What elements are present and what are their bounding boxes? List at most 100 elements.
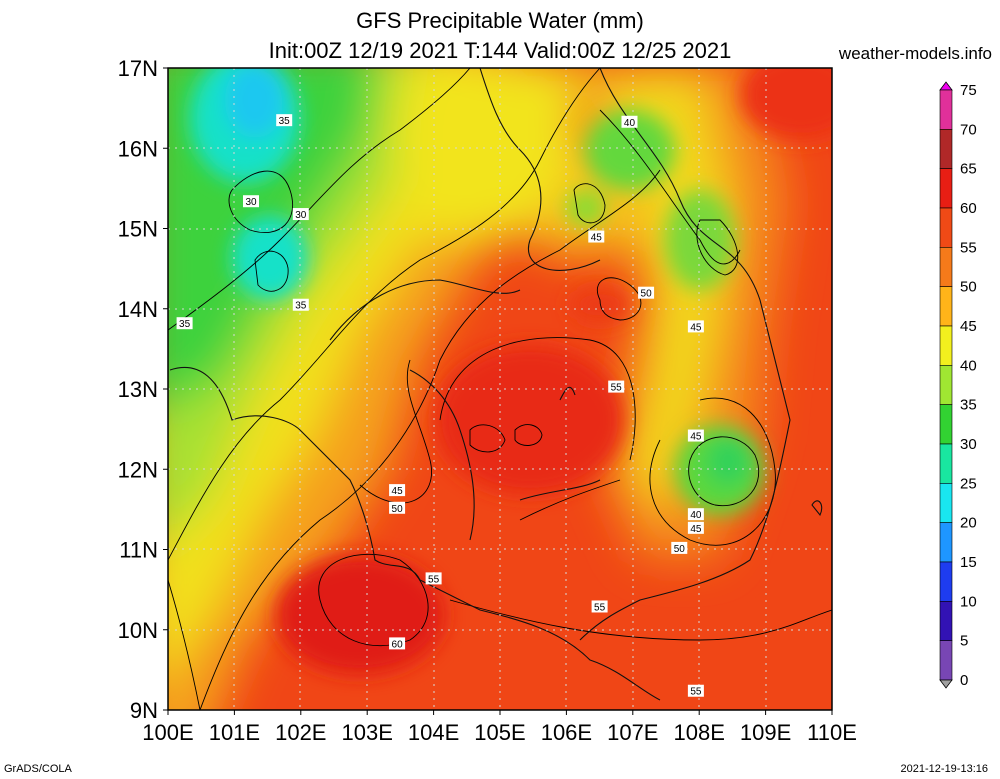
colorbar-swatch: [939, 443, 953, 484]
colorbar-label: 30: [960, 436, 977, 453]
svg-text:45: 45: [690, 432, 702, 443]
y-axis-ticks: 17N 16N 15N 14N 13N 12N 11N 10N 9N: [118, 56, 168, 723]
svg-text:45: 45: [591, 233, 603, 244]
svg-text:55: 55: [594, 602, 606, 613]
colorbar-label: 60: [960, 200, 977, 217]
contour-label: 50: [638, 286, 655, 300]
contour-label: 40: [687, 508, 704, 521]
svg-text:60: 60: [392, 639, 404, 650]
contour-label: 55: [425, 572, 442, 585]
x-tick-label: 110E: [807, 720, 857, 745]
chart-subtitle: Init:00Z 12/19 2021 T:144 Valid:00Z 12/2…: [268, 38, 732, 63]
x-tick-label: 101E: [209, 720, 260, 745]
x-tick-label: 103E: [342, 720, 393, 745]
svg-text:45: 45: [690, 322, 702, 333]
colorbar-label: 0: [960, 672, 968, 689]
y-tick-label: 9N: [130, 698, 158, 723]
svg-text:50: 50: [641, 289, 653, 300]
contour-label: 45: [389, 484, 406, 497]
svg-text:55: 55: [428, 574, 440, 585]
y-tick-label: 14N: [118, 297, 158, 322]
colorbar-label: 35: [960, 397, 977, 414]
svg-text:40: 40: [624, 118, 636, 129]
colorbar-swatch: [939, 89, 953, 130]
colorbar-label: 25: [960, 475, 977, 492]
colorbar-label: 10: [960, 593, 977, 610]
colorbar-swatch: [939, 286, 953, 327]
colorbar-swatch: [939, 522, 953, 563]
contour-labels: 35 40 30 30 45 50 35 35 45 55 45 45 50 40 45 50 55 55 60 55: [176, 114, 704, 698]
colorbar-swatch: [939, 168, 953, 209]
colorbar-swatch: [939, 129, 953, 169]
contour-label: 45: [687, 429, 704, 443]
colorbar-label: 65: [960, 161, 977, 178]
colorbar-swatch: [939, 325, 953, 366]
svg-text:40: 40: [690, 510, 702, 521]
x-tick-label: 100E: [142, 720, 193, 745]
colorbar-max-arrow: [939, 81, 953, 91]
colorbar-label: 20: [960, 515, 977, 532]
x-tick-label: 104E: [408, 720, 459, 745]
colorbar-swatch: [939, 601, 953, 641]
source-brand: weather-models.info: [838, 44, 992, 63]
contour-label: 45: [687, 521, 704, 535]
x-tick-label: 107E: [607, 720, 658, 745]
footer-software: GrADS/COLA: [4, 763, 72, 775]
svg-text:55: 55: [611, 383, 623, 394]
colorbar-label: 50: [960, 279, 977, 296]
chart-title: GFS Precipitable Water (mm): [356, 8, 644, 33]
contour-label: 30: [292, 208, 309, 221]
svg-text:35: 35: [279, 116, 291, 127]
contour-label: 55: [687, 684, 704, 698]
y-tick-label: 12N: [118, 457, 158, 482]
coastlines: [169, 68, 823, 701]
contour-label: 35: [176, 317, 193, 330]
y-tick-label: 13N: [118, 377, 158, 402]
gridlines: [168, 68, 832, 710]
svg-text:45: 45: [690, 524, 702, 535]
svg-text:50: 50: [674, 544, 686, 555]
contour-label: 60: [389, 637, 406, 650]
y-tick-label: 17N: [118, 56, 158, 81]
svg-text:35: 35: [295, 301, 307, 312]
contour-label: 30: [243, 195, 259, 208]
x-axis-ticks: 100E 101E 102E 103E 104E 105E 106E 107E 108E 109E…: [142, 710, 857, 745]
y-tick-label: 11N: [119, 538, 158, 563]
x-tick-label: 109E: [740, 720, 791, 745]
footer-timestamp: 2021-12-19-13:16: [900, 763, 988, 775]
contour-label: 55: [591, 600, 608, 613]
x-tick-label: 102E: [275, 720, 326, 745]
colorbar-label: 55: [960, 239, 977, 256]
colorbar-swatch: [939, 365, 953, 405]
contour-label: 55: [608, 380, 625, 394]
contour-label: 35: [276, 114, 293, 127]
contour-label: 50: [389, 501, 406, 515]
colorbar-label: 15: [960, 554, 977, 571]
svg-text:45: 45: [392, 486, 404, 497]
svg-text:30: 30: [295, 210, 307, 221]
colorbar-label: 45: [960, 318, 977, 335]
colorbar-label: 40: [960, 357, 977, 374]
pw-contours: [168, 68, 832, 710]
colorbar-label: 70: [960, 121, 977, 138]
x-tick-label: 106E: [541, 720, 592, 745]
pw-field: [168, 68, 832, 710]
colorbar-swatch: [939, 207, 953, 248]
colorbar-swatch: [939, 483, 953, 523]
y-tick-label: 16N: [118, 136, 158, 161]
contour-label: 45: [687, 320, 704, 333]
contour-label: 45: [588, 230, 605, 244]
colorbar-swatch: [939, 561, 953, 602]
svg-text:55: 55: [690, 687, 702, 698]
contour-label: 40: [621, 115, 638, 129]
colorbar-min-arrow: [939, 679, 953, 689]
x-tick-label: 108E: [674, 720, 725, 745]
svg-text:35: 35: [179, 319, 191, 330]
svg-text:50: 50: [392, 504, 404, 515]
colorbar-label: 5: [960, 633, 968, 650]
y-tick-label: 10N: [118, 618, 158, 643]
contour-label: 50: [671, 541, 688, 555]
contour-label: 35: [292, 298, 309, 312]
svg-text:30: 30: [245, 197, 257, 208]
